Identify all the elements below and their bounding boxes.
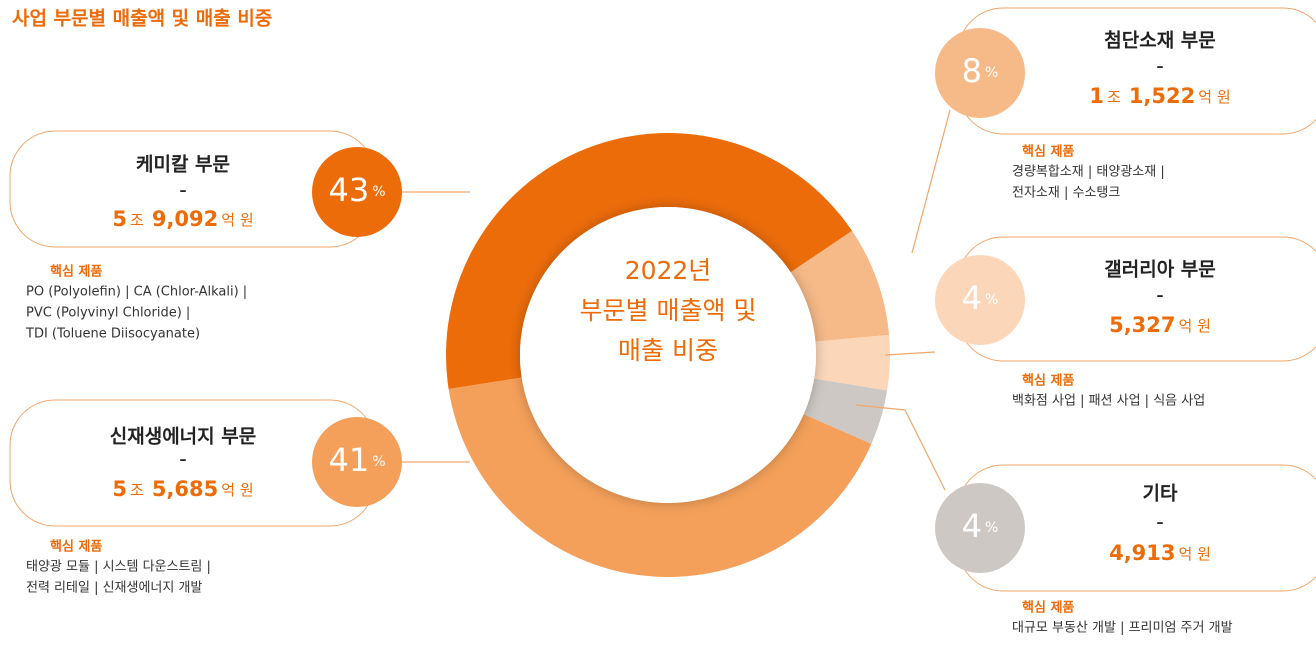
amount-unit: 억 원 <box>221 481 253 499</box>
products-label: 핵심 제품 <box>50 264 102 280</box>
products-line: PVC (Polyvinyl Chloride) | <box>26 306 190 321</box>
amount-unit: 억 원 <box>1179 317 1211 335</box>
percent-label: 4% <box>962 279 999 317</box>
center-text: 매출 비중 <box>618 336 718 365</box>
donut-segment <box>446 133 853 389</box>
amount-number: 5,685 <box>152 477 218 501</box>
amount-unit: 억 원 <box>221 211 253 229</box>
title: 사업 부문별 매출액 및 매출 비중 <box>12 8 272 30</box>
products-line: TDI (Toluene Diisocyanate) <box>25 327 200 342</box>
percent-badge <box>935 28 1025 118</box>
separator: – <box>180 183 187 199</box>
products-label: 핵심 제품 <box>1022 373 1074 389</box>
percent-value: 4 <box>962 507 982 545</box>
segment-name: 케미칼 부문 <box>136 154 230 176</box>
products-line: 전자소재 | 수소탱크 <box>1012 186 1120 201</box>
connector <box>884 351 936 356</box>
products-line: PO (Polyolefin) | CA (Chlor-Alkali) | <box>26 285 247 300</box>
amount: 4,913 억 원 <box>1109 541 1211 565</box>
amount-unit: 조 <box>130 211 144 229</box>
products-line: 전력 리테일 | 신재생에너지 개발 <box>26 581 202 596</box>
percent-value: 4 <box>962 279 982 317</box>
amount-unit: 조 <box>1107 88 1121 106</box>
center-text: 2022년 <box>625 256 712 285</box>
donut-center <box>520 207 816 503</box>
products-label: 핵심 제품 <box>1022 600 1074 616</box>
percent-label: 41% <box>328 441 385 479</box>
percent-unit: % <box>985 292 998 308</box>
amount: 5,327 억 원 <box>1109 313 1211 337</box>
percent-unit: % <box>372 184 385 200</box>
amount-number: 5,327 <box>1109 313 1175 337</box>
products-line: 대규모 부동산 개발 | 프리미엄 주거 개발 <box>1012 621 1233 636</box>
products-label: 핵심 제품 <box>50 539 102 555</box>
percent-value: 41 <box>328 441 369 479</box>
separator: – <box>1157 288 1164 304</box>
amount: 1 조 1,522 억 원 <box>1089 84 1230 108</box>
separator: – <box>1157 515 1164 531</box>
amount-number: 5 <box>112 477 127 501</box>
percent-badge <box>935 483 1025 573</box>
percent-label: 4% <box>962 507 999 545</box>
percent-unit: % <box>985 65 998 81</box>
amount-unit: 조 <box>130 481 144 499</box>
products-line: 태양광 모듈 | 시스템 다운스트림 | <box>26 560 211 575</box>
percent-label: 43% <box>328 171 385 209</box>
donut-segment <box>448 377 872 577</box>
percent-badge <box>935 255 1025 345</box>
amount-number: 9,092 <box>152 207 218 231</box>
separator: – <box>1157 59 1164 75</box>
percent-unit: % <box>985 520 998 536</box>
donut-segment <box>814 334 890 391</box>
segment-name: 갤러리아 부문 <box>1104 259 1216 281</box>
percent-unit: % <box>372 454 385 470</box>
amount: 5 조 9,092 억 원 <box>112 207 253 231</box>
segment-name: 기타 <box>1143 483 1178 505</box>
connector <box>855 404 946 491</box>
amount-unit: 억 원 <box>1198 88 1230 106</box>
percent-badge <box>312 417 402 507</box>
percent-value: 8 <box>962 52 982 90</box>
products-label: 핵심 제품 <box>1022 144 1074 160</box>
amount-number: 1,522 <box>1129 84 1195 108</box>
amount-number: 1 <box>1089 84 1104 108</box>
amount-unit: 억 원 <box>1179 545 1211 563</box>
amount: 5 조 5,685 억 원 <box>112 477 253 501</box>
center-text: 부문별 매출액 및 <box>580 296 757 325</box>
amount-number: 4,913 <box>1109 541 1175 565</box>
donut-segment <box>803 378 888 444</box>
products-line: 백화점 사업 | 패션 사업 | 식음 사업 <box>1012 394 1205 409</box>
donut-segment <box>790 230 890 342</box>
percent-value: 43 <box>328 171 369 209</box>
products-line: 경량복합소재 | 태양광소재 | <box>1012 165 1165 180</box>
connector <box>911 109 951 254</box>
segment-name: 신재생에너지 부문 <box>110 426 256 448</box>
percent-label: 8% <box>962 52 999 90</box>
segment-name: 첨단소재 부문 <box>1104 30 1216 52</box>
separator: – <box>180 452 187 468</box>
percent-badge <box>312 147 402 237</box>
amount-number: 5 <box>112 207 127 231</box>
